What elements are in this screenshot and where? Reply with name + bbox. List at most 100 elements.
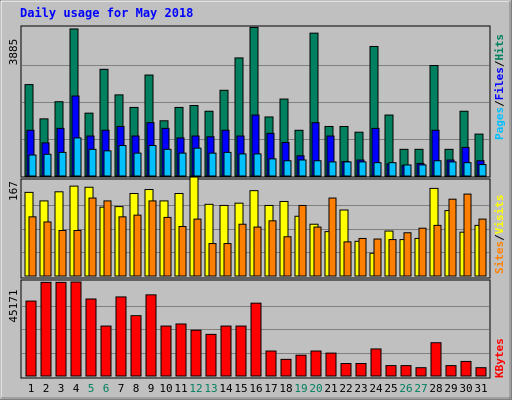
bar-kbytes: [25, 300, 37, 377]
chart-bars: [24, 26, 487, 377]
bar-kbytes: [340, 363, 352, 377]
legend-visits: Visits: [493, 195, 506, 235]
bar-pages: [103, 150, 112, 177]
x-tick-label: 24: [369, 382, 383, 395]
bar-sites: [148, 200, 157, 277]
bar-pages: [88, 148, 97, 177]
bar-kbytes: [280, 358, 292, 377]
legend-separator: /: [493, 60, 506, 67]
bar-kbytes: [40, 281, 52, 377]
legend-kbytes: KBytes: [493, 338, 506, 378]
bar-pages: [433, 160, 442, 177]
bar-pages: [178, 152, 187, 177]
bar-pages: [298, 159, 307, 177]
bar-kbytes: [310, 350, 322, 377]
legend-files: Files: [493, 67, 506, 100]
bar-pages: [28, 154, 37, 177]
bar-pages: [418, 164, 427, 177]
chart-title: Daily usage for May 2018: [20, 6, 193, 20]
x-tick-label: 6: [103, 382, 110, 395]
bar-sites: [418, 227, 427, 277]
bar-kbytes: [400, 365, 412, 377]
bar-kbytes: [325, 352, 337, 377]
x-tick-label: 15: [234, 382, 247, 395]
bar-sites: [403, 232, 412, 277]
svg-text:Sites/Visits: Sites/Visits: [493, 195, 506, 275]
bar-sites: [373, 238, 382, 277]
x-tick-label: 29: [444, 382, 457, 395]
x-tick-label: 27: [414, 382, 427, 395]
bar-kbytes: [235, 325, 247, 377]
legend-sites: Sites: [493, 241, 506, 274]
bar-sites: [253, 226, 262, 277]
bar-pages: [448, 161, 457, 177]
bar-pages: [268, 158, 277, 177]
bar-pages: [118, 145, 127, 177]
x-tick-label: 22: [339, 382, 352, 395]
x-tick-label: 5: [88, 382, 95, 395]
svg-text:Pages/Files/Hits: Pages/Files/Hits: [493, 34, 506, 140]
bar-sites: [283, 236, 292, 277]
x-tick-label: 17: [264, 382, 277, 395]
bar-pages: [208, 152, 217, 177]
y-max-label-visits: 167: [7, 181, 20, 201]
bar-pages: [313, 160, 322, 177]
bar-sites: [163, 216, 172, 277]
bar-kbytes: [265, 350, 277, 377]
bar-kbytes: [220, 325, 232, 377]
bar-pages: [253, 153, 262, 177]
legend-pages: Pages: [493, 107, 506, 140]
y-max-label-hits: 3885: [7, 39, 20, 66]
x-tick-label: 19: [294, 382, 307, 395]
bar-sites: [193, 218, 202, 277]
bar-sites: [433, 224, 442, 277]
bar-pages: [388, 162, 397, 177]
x-tick-label: 9: [148, 382, 155, 395]
x-tick-label: 28: [429, 382, 442, 395]
bar-pages: [373, 162, 382, 177]
bar-kbytes: [445, 365, 457, 377]
bar-sites: [43, 221, 52, 277]
bar-sites: [88, 197, 97, 277]
bar-pages: [478, 164, 487, 177]
x-tick-label: 30: [459, 382, 472, 395]
bar-pages: [163, 148, 172, 177]
bar-kbytes: [85, 298, 97, 377]
x-tick-label: 18: [279, 382, 292, 395]
bar-pages: [343, 161, 352, 177]
x-tick-label: 7: [118, 382, 125, 395]
bar-kbytes: [130, 315, 142, 377]
bar-sites: [208, 243, 217, 277]
bar-sites: [358, 237, 367, 277]
bar-kbytes: [205, 333, 217, 377]
x-tick-label: 25: [384, 382, 397, 395]
svg-text:KBytes: KBytes: [493, 338, 506, 378]
x-tick-label: 10: [159, 382, 172, 395]
x-tick-label: 12: [189, 382, 202, 395]
bar-pages: [58, 151, 67, 177]
x-tick-label: 16: [249, 382, 262, 395]
bar-sites: [223, 243, 232, 277]
x-tick-label: 11: [174, 382, 187, 395]
x-tick-label: 1: [28, 382, 35, 395]
bar-pages: [148, 145, 157, 177]
bar-pages: [463, 162, 472, 177]
bar-kbytes: [355, 363, 367, 377]
bar-kbytes: [190, 329, 202, 377]
bar-sites: [463, 193, 472, 277]
bar-kbytes: [385, 365, 397, 377]
bar-sites: [268, 220, 277, 277]
bar-pages: [238, 153, 247, 177]
bar-kbytes: [115, 296, 127, 377]
x-tick-label: 26: [399, 382, 412, 395]
bar-sites: [58, 229, 67, 277]
bar-sites: [238, 223, 247, 277]
bar-pages: [358, 161, 367, 177]
bar-pages: [73, 137, 82, 177]
bar-kbytes: [145, 294, 157, 377]
bar-sites: [388, 239, 397, 277]
bar-kbytes: [70, 281, 82, 377]
bar-kbytes: [250, 302, 262, 377]
bar-kbytes: [175, 323, 187, 377]
legend-separator: /: [493, 234, 506, 241]
